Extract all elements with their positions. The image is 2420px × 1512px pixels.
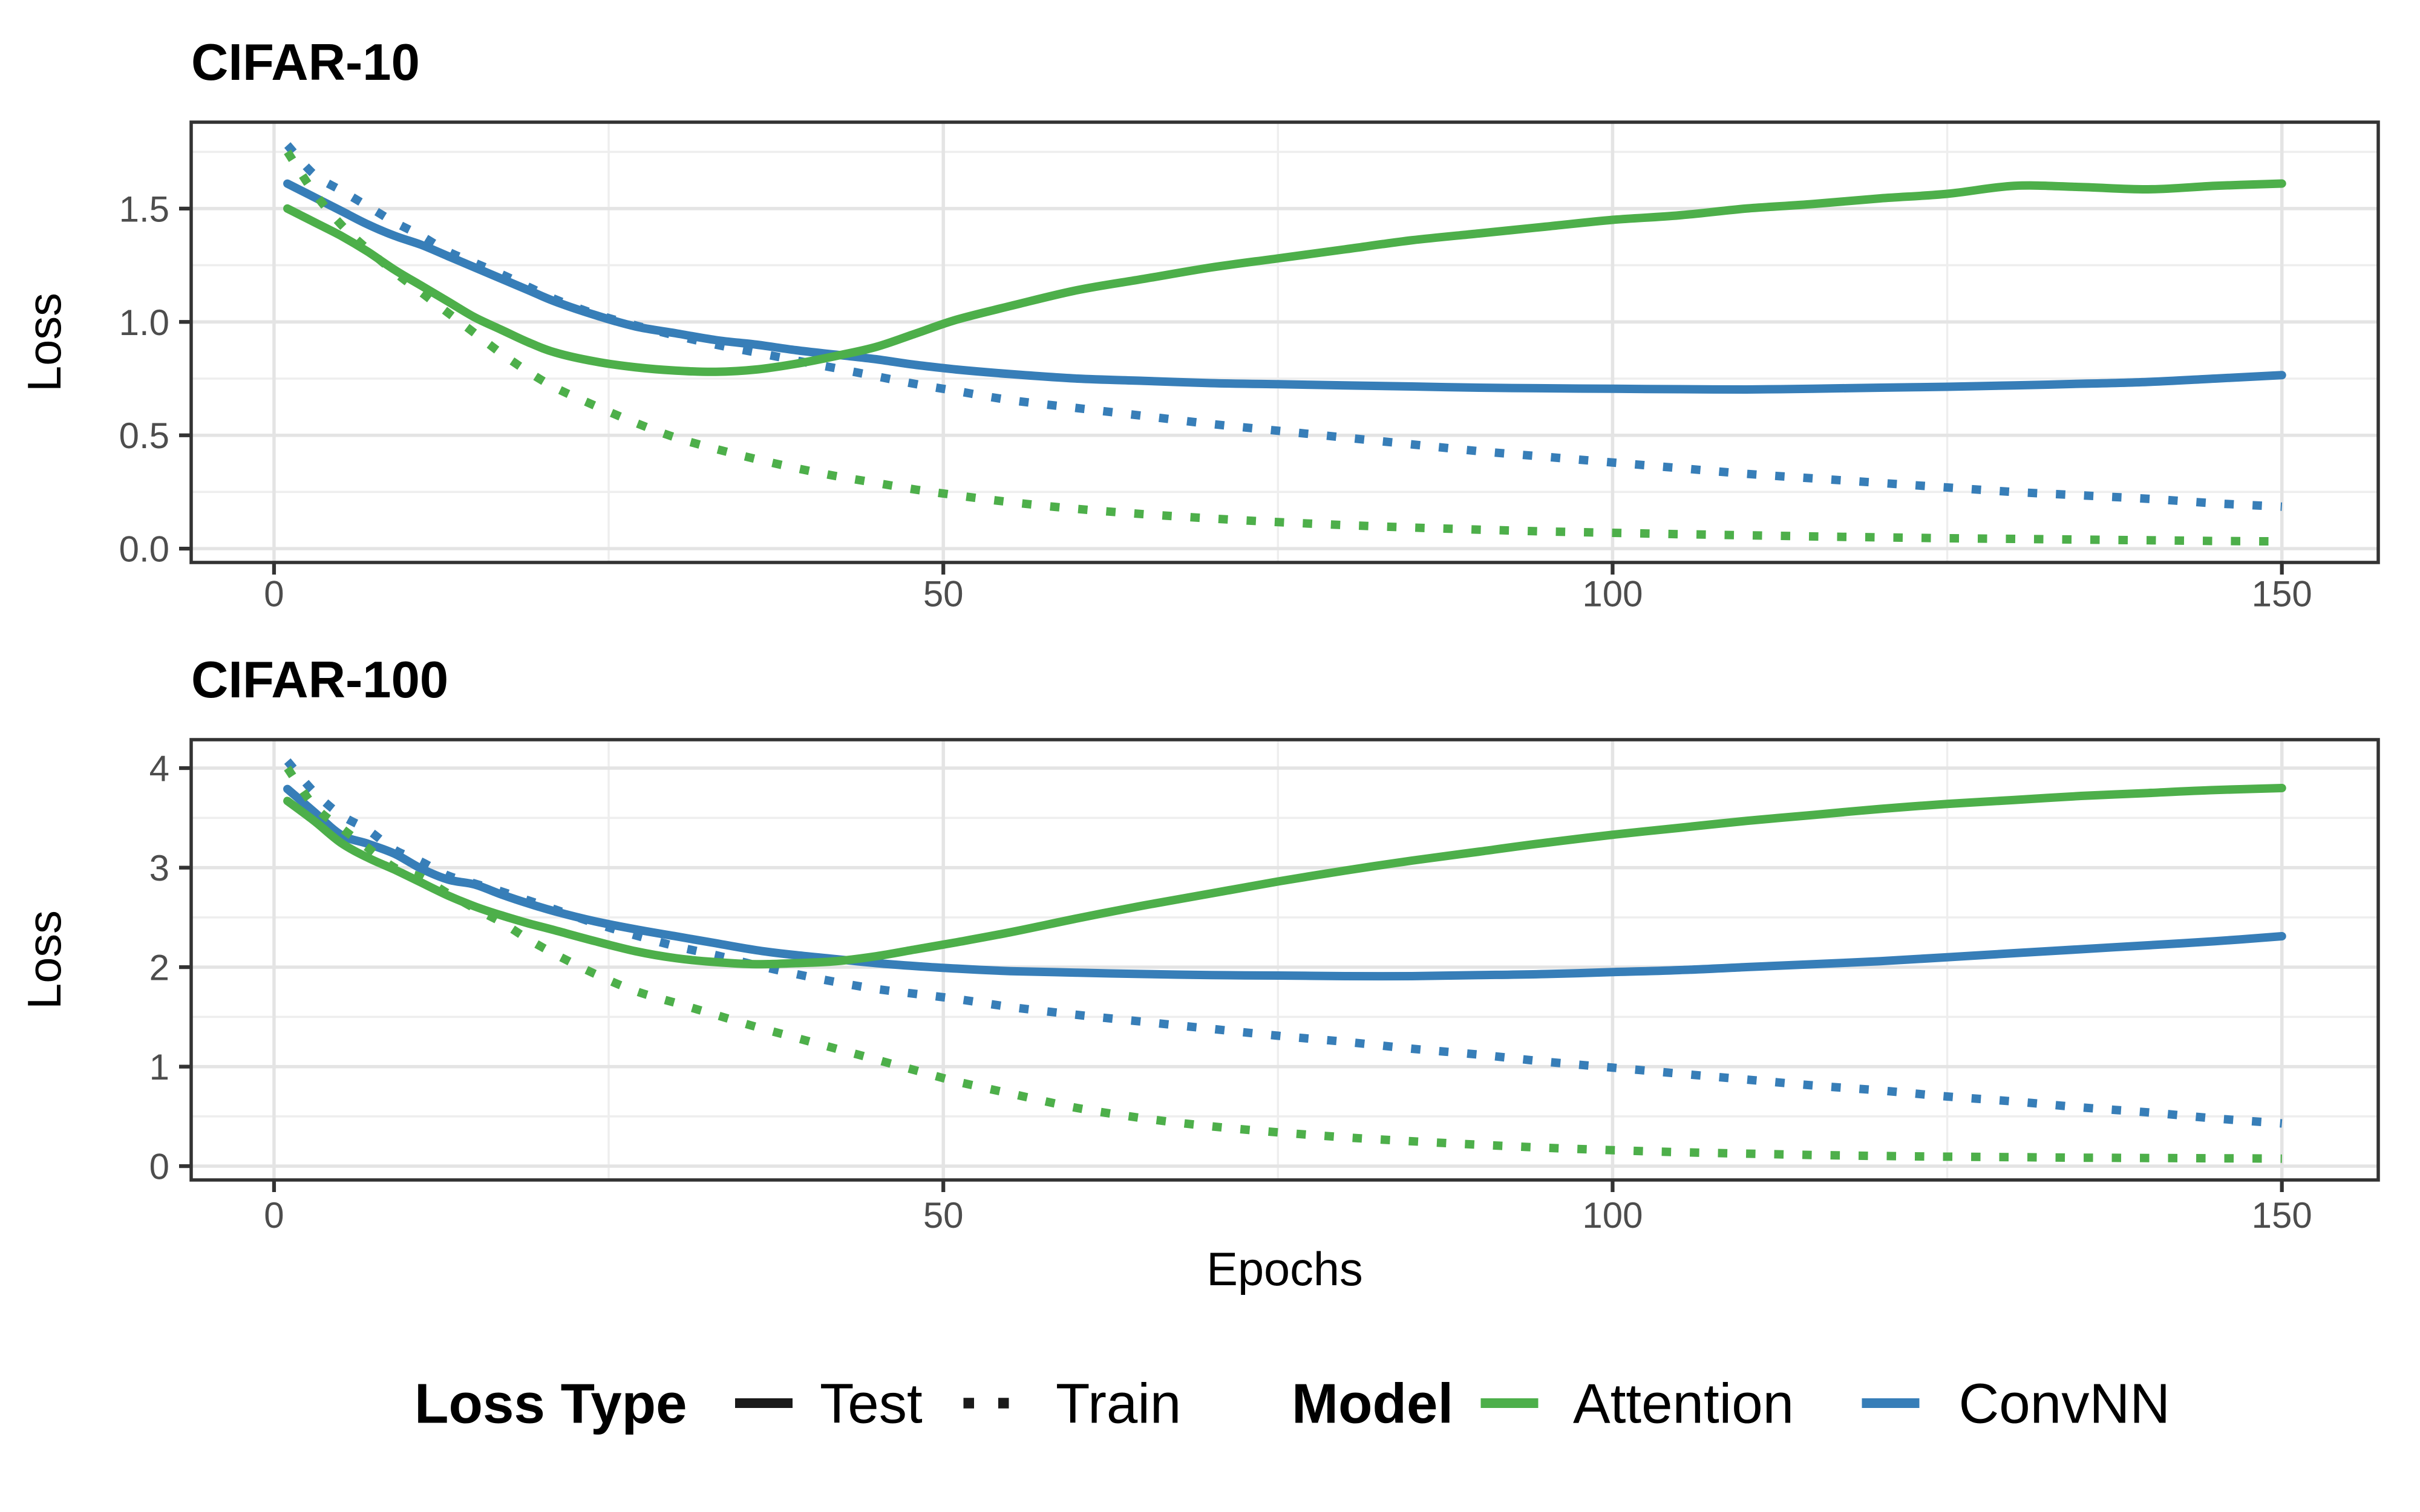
x-tick-label-cifar-10-50: 50 — [923, 574, 964, 614]
panel-title-cifar-100: CIFAR-100 — [191, 651, 448, 709]
y-tick-label-cifar-10-3: 1.5 — [119, 189, 169, 229]
cifar-100-attention-train-line — [284, 765, 2282, 1163]
x-tick-label-cifar-100-150: 150 — [2252, 1195, 2312, 1236]
legend-item-label-convnn: ConvNN — [1959, 1372, 2171, 1435]
legend-train-dotted-swatch — [998, 1398, 1009, 1409]
legend-item-label-test: Test — [820, 1372, 923, 1435]
cifar-10-convnn-test-line — [283, 179, 2286, 394]
y-tick-label-cifar-100-4: 4 — [149, 749, 169, 789]
x-tick-label-cifar-10-100: 100 — [1582, 574, 1643, 614]
y-tick-label-cifar-10-2: 1.0 — [119, 302, 169, 343]
cifar-100-attention-test-line — [283, 784, 2286, 969]
y-tick-label-cifar-10-1: 0.5 — [119, 415, 169, 456]
y-tick-label-cifar-100-1: 1 — [149, 1047, 169, 1087]
panel-border-cifar-10 — [189, 120, 2380, 564]
x-tick-label-cifar-100-50: 50 — [923, 1195, 964, 1236]
panel-border-cifar-100 — [189, 738, 2380, 1182]
y-tick-label-cifar-100-0: 0 — [149, 1147, 169, 1187]
x-tick-label-cifar-10-150: 150 — [2252, 574, 2312, 614]
x-axis-title: Epochs — [1206, 1243, 1363, 1295]
cifar-10-attention-test-line — [283, 179, 2286, 376]
legend-item-label-attention: Attention — [1573, 1372, 1794, 1435]
cifar-10-attention-train-line — [284, 149, 2282, 546]
series-group-cifar-100 — [283, 758, 2286, 1163]
legend-attention-solid-swatch — [1480, 1398, 1539, 1408]
y-tick-label-cifar-100-2: 2 — [149, 948, 169, 988]
legend-convnn-solid-swatch — [1862, 1398, 1920, 1408]
y-tick-label-cifar-100-3: 3 — [149, 848, 169, 888]
panel-title-cifar-10: CIFAR-10 — [191, 34, 420, 91]
legend-item-label-train: Train — [1056, 1372, 1181, 1435]
cifar-100-convnn-train-line — [284, 758, 2283, 1128]
legend-train-dotted-swatch — [963, 1398, 974, 1409]
y-axis-title-cifar-10: Loss — [19, 293, 71, 392]
y-axis-title-cifar-100: Loss — [19, 910, 71, 1009]
legend-group-title-1: Model — [1292, 1372, 1453, 1435]
x-tick-label-cifar-100-100: 100 — [1582, 1195, 1643, 1236]
series-group-cifar-10 — [283, 142, 2286, 546]
legend-group-title-0: Loss Type — [414, 1372, 687, 1435]
legend-test-solid-swatch — [735, 1398, 793, 1408]
x-tick-label-cifar-100-0: 0 — [264, 1195, 284, 1236]
cifar-10-convnn-train-line — [284, 142, 2283, 511]
x-tick-label-cifar-10-0: 0 — [264, 574, 284, 614]
y-tick-label-cifar-10-0: 0.0 — [119, 529, 169, 570]
